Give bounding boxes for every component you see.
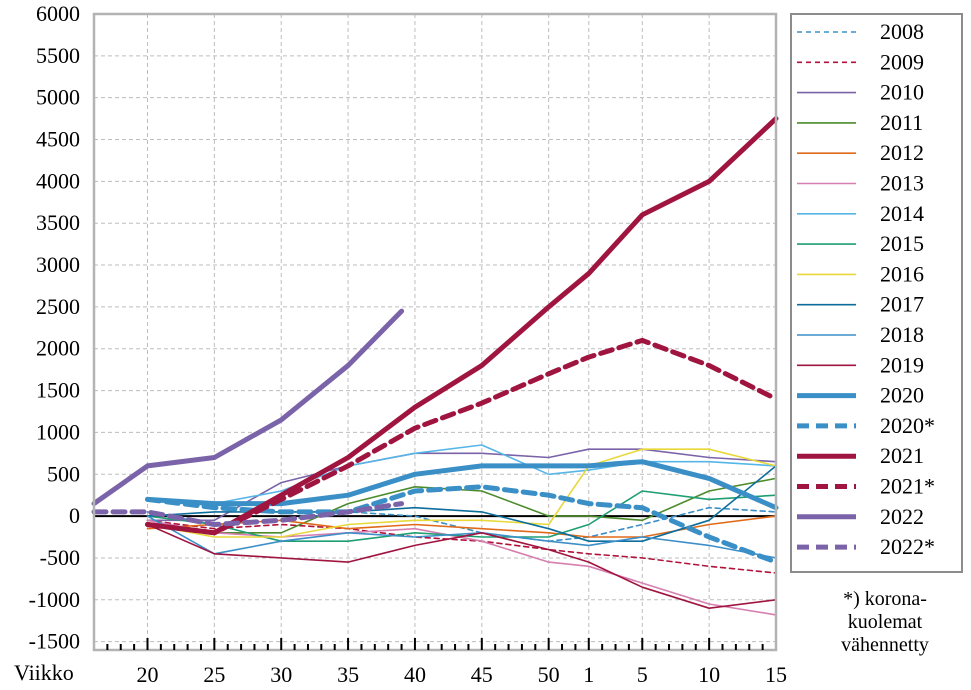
legend-label: 2016 (880, 261, 924, 286)
y-tick-label: 0 (69, 503, 80, 528)
legend-label: 2009 (880, 49, 924, 74)
footnote: *) korona- kuolemat vähennetty (800, 588, 970, 657)
series-line-2016 (146, 448, 777, 538)
series-line-2019 (146, 523, 777, 610)
plot-frame (92, 12, 778, 652)
y-tick-label: 500 (47, 461, 80, 486)
legend-label: 2019 (880, 352, 924, 377)
y-tick-label: 1500 (36, 378, 80, 403)
series-line-2021 (145, 116, 779, 536)
x-tick-label: 1 (583, 662, 594, 687)
y-tick-label: 5500 (36, 43, 80, 68)
y-tick-label: -1000 (29, 587, 80, 612)
footnote-line: kuolemat (847, 611, 923, 633)
x-tick-label: 10 (698, 662, 720, 687)
x-tick-label: 20 (136, 662, 158, 687)
series-lines (91, 116, 779, 616)
legend-label: 2021* (880, 474, 935, 499)
x-tick-label: 35 (337, 662, 359, 687)
legend-label: 2013 (880, 171, 924, 196)
series-line-2022 (91, 308, 405, 507)
x-tick-label: 40 (404, 662, 426, 687)
x-tick-label: 5 (637, 662, 648, 687)
legend-label: 2015 (880, 231, 924, 256)
y-tick-label: 4000 (36, 168, 80, 193)
legend-label: 2018 (880, 322, 924, 347)
x-tick-label: 30 (270, 662, 292, 687)
legend-box (790, 13, 963, 573)
legend-label: 2014 (880, 201, 924, 226)
legend-label: 2011 (880, 110, 923, 135)
x-tick-label: 45 (471, 662, 493, 687)
x-tick-label: 25 (203, 662, 225, 687)
x-axis-label: Viikko (14, 660, 74, 685)
y-tick-label: 2000 (36, 336, 80, 361)
x-tick-labels: 20 25 30 35 40 45 50 1 5 10 15 (136, 662, 787, 687)
y-tick-label: 3500 (36, 210, 80, 235)
x-tick-label: 15 (765, 662, 787, 687)
legend-label: 2012 (880, 140, 924, 165)
series-line-2014 (146, 444, 777, 505)
x-tick-label: 50 (538, 662, 560, 687)
legend-label: 2020* (880, 413, 935, 438)
series-line-2022-adj (91, 501, 405, 527)
legend-label: 2020 (880, 383, 924, 408)
series-line-2020 (145, 459, 779, 511)
y-tick-labels: 6000550050004500400035003000250020001500… (29, 1, 80, 654)
y-tick-label: -1500 (29, 629, 80, 654)
y-tick-label: -500 (40, 545, 80, 570)
grid (94, 13, 777, 650)
legend-label: 2022* (880, 534, 935, 559)
legend: 2008 2009 2010 2011 2012 2013 2014 2015 2016 2017… (797, 19, 935, 559)
x-ticks (106, 638, 764, 650)
series-line-2015 (146, 490, 777, 543)
y-tick-label: 1000 (36, 419, 80, 444)
y-tick-label: 6000 (36, 1, 80, 26)
legend-label: 2017 (880, 292, 924, 317)
footnote-line: vähennetty (841, 634, 929, 656)
legend-label: 2010 (880, 80, 924, 105)
footnote-line: *) korona- (843, 588, 927, 610)
y-tick-label: 2500 (36, 294, 80, 319)
legend-label: 2008 (880, 19, 924, 44)
y-tick-label: 5000 (36, 85, 80, 110)
y-tick-label: 3000 (36, 252, 80, 277)
legend-label: 2021 (880, 443, 924, 468)
y-tick-label: 4500 (36, 127, 80, 152)
series-line-2011 (146, 477, 777, 534)
series-line-2021-adj (145, 337, 779, 536)
legend-label: 2022 (880, 504, 924, 529)
